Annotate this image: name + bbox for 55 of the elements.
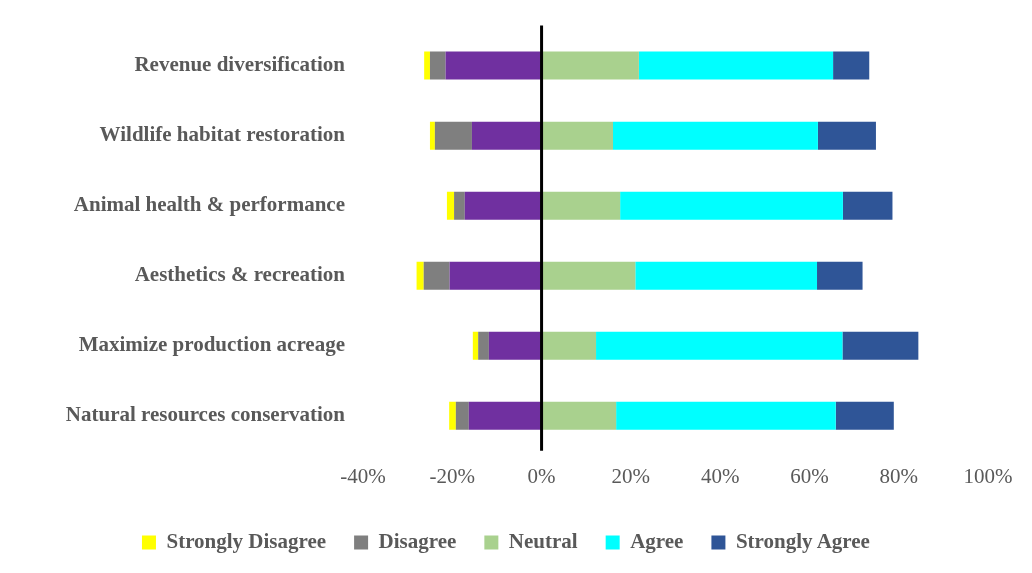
bar [541, 331, 597, 360]
bar [468, 401, 542, 430]
bar [842, 331, 919, 360]
y-tick-label: Wildlife habitat restoration [99, 122, 346, 147]
legend-label: Disagree [378, 528, 457, 553]
bar [541, 121, 613, 150]
y-tick-label: Aesthetics & recreation [134, 262, 346, 287]
x-tick-label: 20% [611, 463, 651, 488]
bar [488, 331, 542, 360]
bar [434, 121, 472, 150]
y-tick-label: Revenue diversification [134, 52, 346, 77]
bar [635, 261, 818, 290]
bar [416, 261, 424, 290]
bar [596, 331, 843, 360]
bar [817, 121, 876, 150]
x-tick-label: -40% [340, 463, 386, 488]
bar [464, 191, 542, 220]
bar [833, 51, 870, 80]
bar [471, 121, 542, 150]
x-tick-label: -20% [429, 463, 476, 488]
bar [446, 191, 455, 220]
x-tick-label: 60% [790, 463, 829, 488]
bar [429, 121, 435, 150]
x-tick-label: 0% [527, 463, 556, 488]
bar [541, 401, 617, 430]
x-tick-label: 80% [879, 463, 918, 488]
bar [616, 401, 836, 430]
legend-label: Strongly Agree [735, 528, 870, 553]
bar [423, 261, 450, 290]
bar [449, 261, 542, 290]
x-tick-label: 100% [963, 463, 1013, 488]
bar [424, 51, 430, 80]
bar [454, 191, 465, 220]
legend-label: Strongly Disagree [166, 528, 327, 553]
bar [835, 401, 894, 430]
y-tick-label: Maximize production acreage [78, 332, 345, 357]
legend-label: Agree [630, 528, 684, 553]
bar [613, 121, 818, 150]
bar [842, 191, 893, 220]
y-tick-label: Animal health & performance [73, 192, 345, 217]
y-tick-label: Natural resources conservation [65, 402, 346, 427]
bar [445, 51, 542, 80]
bar [478, 331, 489, 360]
bar [817, 261, 863, 290]
bar [541, 261, 636, 290]
bar [541, 191, 621, 220]
bar [472, 331, 479, 360]
bar [620, 191, 843, 220]
x-tick-label: 40% [700, 463, 740, 488]
bar [541, 51, 639, 80]
bar [429, 51, 446, 80]
bar [449, 401, 456, 430]
legend-label: Neutral [508, 528, 578, 553]
bar [455, 401, 469, 430]
bar [638, 51, 834, 80]
